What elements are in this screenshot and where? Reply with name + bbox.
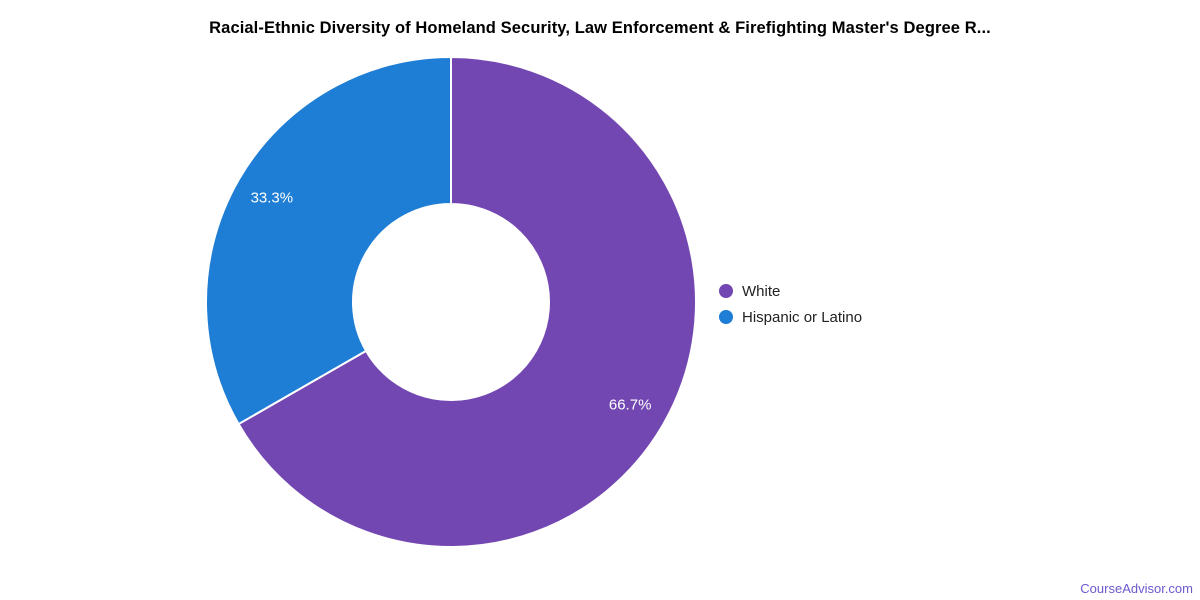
legend-label-white: White: [742, 282, 781, 300]
legend-item-white: White: [719, 278, 862, 304]
legend: White Hispanic or Latino: [719, 278, 862, 330]
footer-brand-link[interactable]: CourseAdvisor.com: [1080, 581, 1193, 596]
legend-swatch-white-icon: [719, 284, 733, 298]
legend-swatch-hispanic-or-latino-icon: [719, 310, 733, 324]
chart-title: Racial-Ethnic Diversity of Homeland Secu…: [209, 19, 991, 37]
legend-label-hispanic-or-latino: Hispanic or Latino: [742, 308, 863, 326]
slice-label: 66.7%: [609, 397, 652, 414]
slice-label: 33.3%: [251, 189, 294, 206]
legend-item-hispanic-or-latino: Hispanic or Latino: [719, 304, 862, 330]
pie-slice-white[interactable]: [237, 56, 697, 548]
pie-slice-hispanic-or-latino[interactable]: [205, 56, 452, 426]
